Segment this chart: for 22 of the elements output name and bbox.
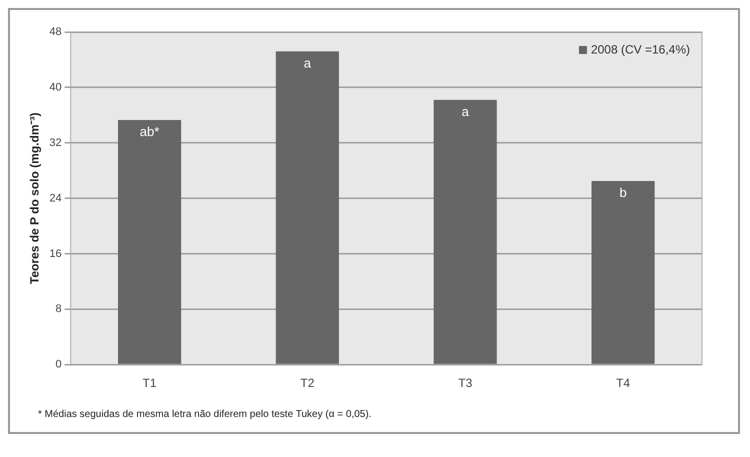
x-tick-label: T1 xyxy=(142,376,157,390)
y-tick-label: 32 xyxy=(49,136,62,149)
text: * Médias seguidas de mesma letra não diferem pelo teste Tukey (α = 0,05). xyxy=(38,409,372,420)
annotation: b xyxy=(619,185,627,200)
y-tick-label: 16 xyxy=(49,248,62,260)
bar xyxy=(592,180,655,364)
x-tick-label: T4 xyxy=(616,376,630,390)
bar xyxy=(118,120,182,364)
annotation: a xyxy=(304,55,312,70)
y-tick-label: 0 xyxy=(56,358,62,371)
y-tick-label: 40 xyxy=(49,81,62,94)
annotation: a xyxy=(462,104,470,119)
y-tick-label: 24 xyxy=(49,192,62,204)
bar xyxy=(434,100,497,364)
y-tick-label: 8 xyxy=(56,303,62,316)
annotation: ab* xyxy=(140,124,160,140)
bar xyxy=(276,51,339,364)
y-axis-title: Teores de P do solo (mg.dm⁻³) xyxy=(28,112,42,284)
legend-label: 2008 (CV =16,4%) xyxy=(590,42,690,56)
x-tick-label: T2 xyxy=(300,376,315,390)
x-tick-label: T3 xyxy=(458,376,473,390)
y-tick-label: 48 xyxy=(49,26,62,38)
